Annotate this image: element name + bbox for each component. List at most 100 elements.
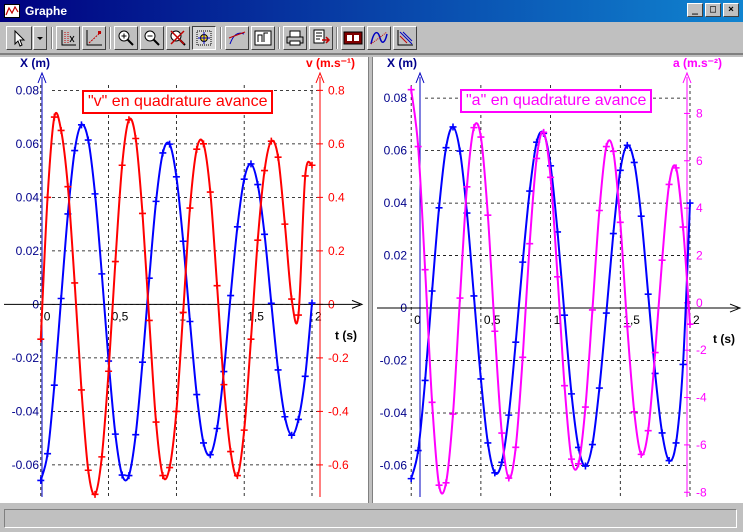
data-point-marker [71,147,79,155]
minimize-button[interactable]: _ [687,3,703,17]
curve-icon [370,31,388,45]
left-y-tick-label: -0.02 [380,354,408,368]
panel-splitter[interactable] [368,57,373,503]
film-button[interactable] [341,26,365,50]
data-point-marker [602,143,610,151]
zoom-in-icon [118,30,134,46]
data-point-marker [463,183,471,191]
data-point-marker [414,143,422,151]
close-button[interactable]: × [723,3,739,17]
data-point-marker [166,464,174,472]
pointer-dropdown-button[interactable] [33,26,47,50]
cursor-mode-button[interactable] [192,26,216,50]
zoom-reset-button[interactable] [166,26,190,50]
x-tick-label: 0,5 [112,309,129,323]
data-point-marker [172,173,180,181]
data-point-marker [84,136,92,144]
data-point-marker [98,453,106,461]
data-point-marker [505,474,513,482]
data-point-marker [77,386,85,394]
data-point-marker [98,270,106,278]
right-y-tick-label: -8 [696,485,707,499]
right-y-axis-arrow [682,71,692,84]
data-point-marker [138,358,146,366]
status-bar [0,505,743,532]
data-point-marker [193,145,201,153]
data-point-marker [247,335,255,343]
chart-app-icon [4,4,20,18]
data-point-marker [477,133,485,141]
data-point-marker [261,167,269,175]
data-point-marker [602,309,610,317]
data-point-marker [533,154,541,162]
data-point-marker [125,472,133,480]
data-point-marker [138,209,146,217]
data-point-marker [512,443,520,451]
tangent-button[interactable] [225,26,249,50]
curve-fit-button[interactable] [367,26,391,50]
data-point-marker [152,418,160,426]
left-y-tick-label: -0.06 [380,459,408,473]
data-point-marker [301,172,309,180]
data-point-marker [568,455,576,463]
data-point-marker [240,175,248,183]
data-point-marker [456,147,464,155]
model-window-icon [254,30,272,46]
data-point-marker [145,316,153,324]
data-point-marker [491,327,499,335]
data-point-marker [267,299,275,307]
data-point-marker [233,472,241,480]
left-y-axis-arrow [37,71,47,84]
axes-scale-button[interactable] [56,26,80,50]
right-y-axis-label: a (m.s⁻²) [673,57,722,70]
data-point-marker [574,460,582,468]
data-point-marker [71,279,79,287]
zoom-out-button[interactable] [140,26,164,50]
data-point-marker [581,462,589,470]
data-point-marker [609,147,617,155]
data-point-marker [547,173,555,181]
maximize-button[interactable]: □ [705,3,721,17]
left-y-tick-label: 0.06 [384,144,408,158]
modeling-button[interactable] [251,26,275,50]
data-point-marker [227,292,235,300]
data-point-marker [435,204,443,212]
print-button[interactable] [283,26,307,50]
left-y-tick-label: -0.06 [12,458,40,472]
data-point-marker [91,490,99,498]
data-point-marker [540,128,548,136]
data-point-marker [505,411,513,419]
printer-icon [286,30,304,46]
data-point-marker [213,282,221,290]
x-tick-label: 0,5 [484,313,501,327]
data-point-marker [274,366,282,374]
data-point-marker [91,190,99,198]
data-point-marker [637,450,645,458]
data-point-marker [240,426,248,434]
data-point-marker [200,140,208,148]
pointer-tool-button[interactable] [6,26,32,50]
data-point-marker [274,153,282,161]
table-lines-icon [397,30,413,46]
zoom-out-icon [144,30,160,46]
data-point-marker [595,384,603,392]
data-point-marker [172,407,180,415]
data-point-marker [616,218,624,226]
table-button[interactable] [393,26,417,50]
zoom-in-button[interactable] [114,26,138,50]
toolbar [0,22,743,55]
export-button[interactable] [309,26,333,50]
data-point-marker [193,391,201,399]
data-point-marker [132,431,140,439]
data-point-marker [186,204,194,212]
line-tool-button[interactable] [82,26,106,50]
data-point-marker [281,220,289,228]
data-point-marker [519,353,527,361]
data-point-marker [588,441,596,449]
left-y-axis-arrow [415,71,425,84]
acceleration-chart-panel: 0 0,5 1 1,5 2 0.08 0.06 0.04 0.02 0 -0.02 -0.04 -0.0… [373,57,743,503]
right-y-axis-arrow [315,71,325,84]
data-point-marker [261,230,269,238]
velocity-chart: 0 0,5 1 1,5 20.080.060.040.020-0.02-0.04-0.0… [4,57,364,498]
series-markers [37,113,316,498]
